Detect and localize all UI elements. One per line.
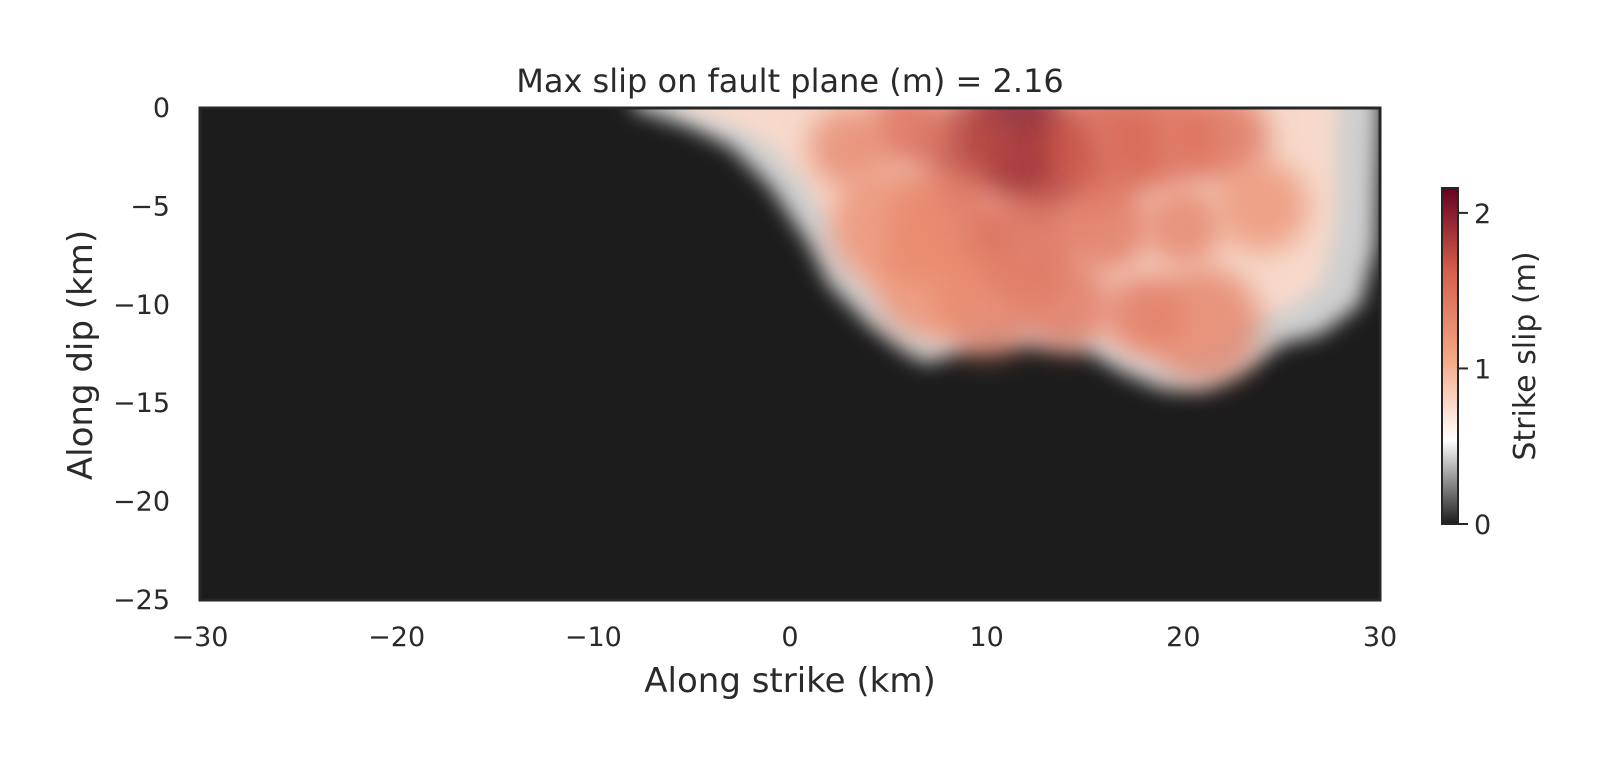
x-axis-title: Along strike (km) — [644, 661, 935, 701]
x-axis-ticks: −30 −20 −10 0 10 20 30 — [172, 622, 1398, 653]
x-tick-label: 0 — [781, 622, 798, 653]
slip-patch — [875, 233, 980, 338]
x-tick-label: −20 — [368, 622, 425, 653]
x-tick-label: −10 — [565, 622, 622, 653]
colorbar-gradient — [1441, 187, 1459, 525]
chart-title: Max slip on fault plane (m) = 2.16 — [516, 62, 1064, 100]
y-tick-label: −20 — [113, 487, 170, 518]
y-tick-label: −25 — [113, 585, 170, 616]
colorbar-tick-label: 0 — [1474, 510, 1491, 541]
slip-patches — [809, 108, 1308, 383]
y-tick-label: −15 — [113, 388, 170, 419]
heatmap-plot-area — [200, 108, 1380, 600]
slip-patch — [1058, 180, 1151, 273]
colorbar-tick-label: 1 — [1474, 354, 1491, 385]
y-tick-label: 0 — [153, 93, 170, 124]
colorbar-title: Strike slip (m) — [1508, 251, 1543, 460]
x-tick-label: −30 — [172, 622, 229, 653]
x-tick-label: 10 — [969, 622, 1003, 653]
slip-patch — [1143, 186, 1224, 267]
colorbar-ticks: 0 1 2 — [1458, 199, 1491, 541]
plot-frame — [198, 106, 1382, 602]
slip-patch — [809, 108, 889, 188]
slip-patch — [1145, 266, 1261, 383]
y-tick-label: −5 — [130, 191, 170, 222]
slip-patch — [1216, 160, 1308, 253]
colorbar-tick-label: 2 — [1474, 199, 1491, 230]
y-tick-label: −10 — [113, 290, 170, 321]
y-axis-title: Along dip (km) — [61, 230, 101, 480]
slip-patch — [1019, 258, 1112, 351]
x-tick-label: 30 — [1363, 622, 1397, 653]
x-tick-label: 20 — [1166, 622, 1200, 653]
y-axis-ticks: 0 −5 −10 −15 −20 −25 — [113, 93, 170, 616]
colorbar: 0 1 2 Strike slip (m) — [1441, 187, 1543, 541]
